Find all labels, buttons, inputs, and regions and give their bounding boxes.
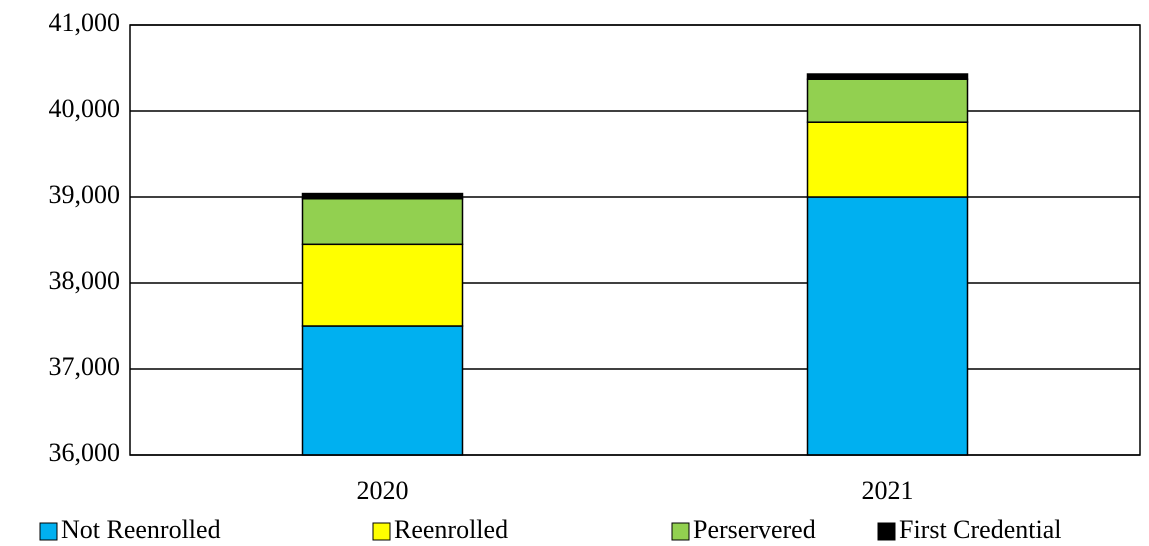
bar-segment	[301, 192, 464, 200]
y-tick-label: 36,000	[49, 438, 121, 467]
y-tick-label: 40,000	[49, 94, 121, 123]
legend-swatch	[877, 522, 896, 541]
bar-segment	[301, 243, 464, 327]
y-tick-label: 37,000	[49, 352, 121, 381]
bar-segment	[806, 73, 969, 80]
bar-segment	[806, 121, 969, 198]
legend-label: Not Reenrolled	[61, 515, 221, 544]
y-tick-label: 41,000	[49, 8, 121, 37]
bar-segment	[806, 78, 969, 123]
y-tick-label: 38,000	[49, 266, 121, 295]
legend-label: Reenrolled	[394, 515, 508, 544]
x-tick-label: 2021	[862, 476, 914, 505]
plot-border	[129, 24, 1141, 456]
y-tick-label: 39,000	[49, 180, 121, 209]
legend-swatch	[372, 522, 391, 541]
legend-swatch	[671, 522, 690, 541]
bar-segment	[806, 196, 969, 456]
legend-label: First Credential	[899, 515, 1061, 544]
legend-label: Perservered	[693, 515, 816, 544]
bar-segment	[301, 325, 464, 456]
x-tick-label: 2020	[357, 476, 409, 505]
bar-segment	[301, 197, 464, 246]
legend-swatch	[39, 522, 58, 541]
